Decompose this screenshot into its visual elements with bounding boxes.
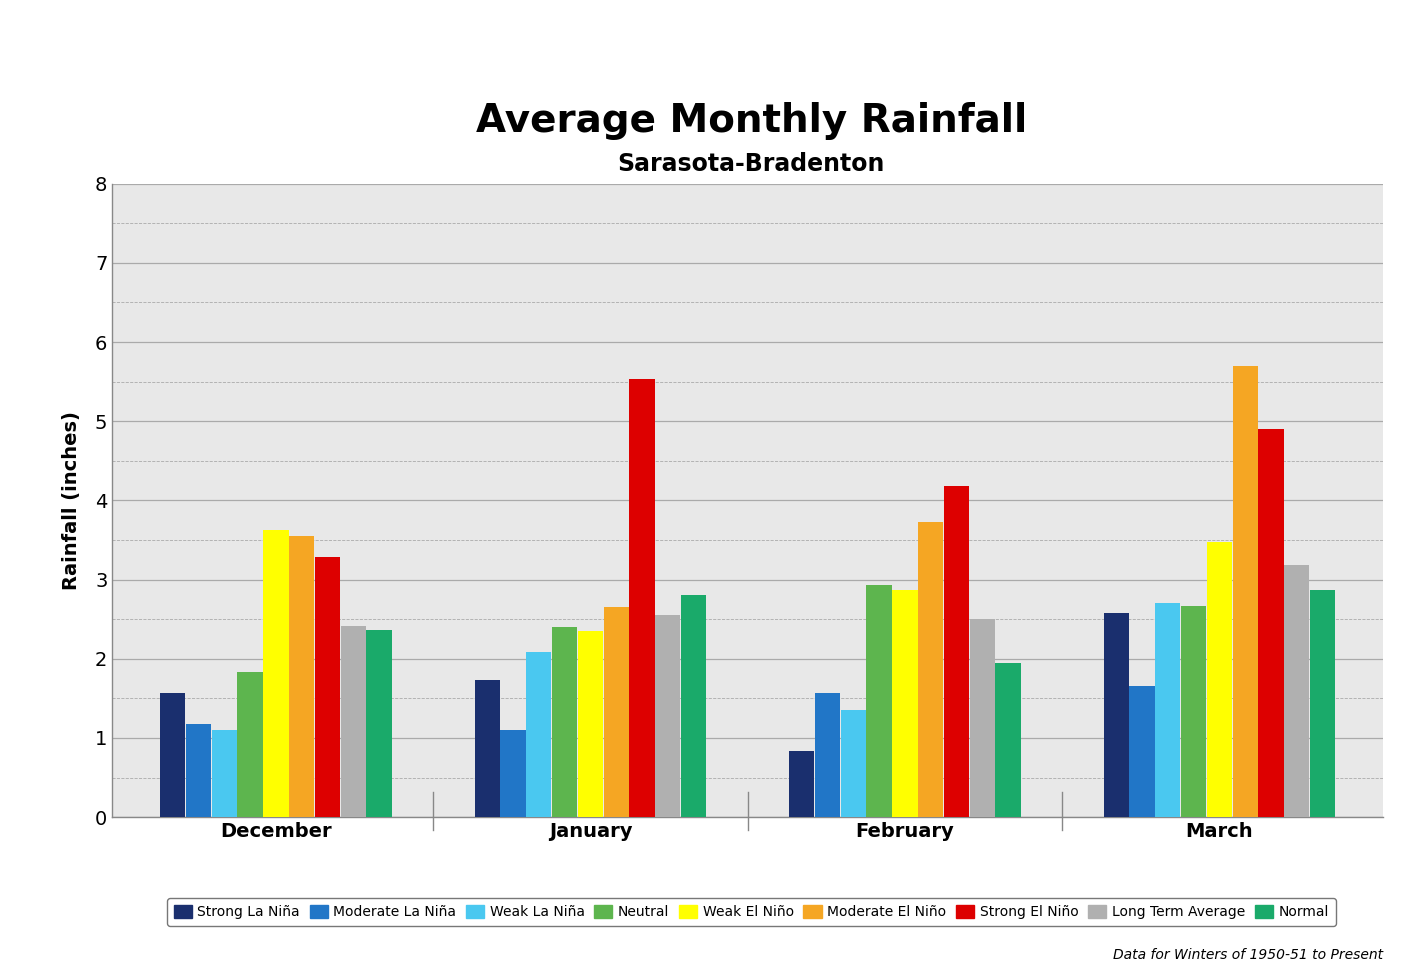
Bar — [500, 730, 525, 817]
Bar — [970, 619, 995, 817]
Bar — [160, 692, 185, 817]
Bar — [681, 596, 706, 817]
Bar — [841, 710, 866, 817]
Bar — [1181, 605, 1206, 817]
Bar — [1285, 566, 1310, 817]
Bar — [1258, 429, 1283, 817]
Bar — [366, 630, 392, 817]
Bar — [1104, 613, 1129, 817]
Bar — [789, 751, 814, 817]
Bar — [185, 724, 211, 817]
Bar — [629, 379, 654, 817]
Bar — [893, 590, 918, 817]
Legend: Strong La Niña, Moderate La Niña, Weak La Niña, Neutral, Weak El Niño, Moderate : Strong La Niña, Moderate La Niña, Weak L… — [167, 898, 1335, 926]
Bar — [943, 486, 969, 817]
Bar — [1207, 542, 1233, 817]
Bar — [1310, 590, 1335, 817]
Y-axis label: Rainfall (inches): Rainfall (inches) — [62, 411, 81, 590]
Bar — [814, 692, 840, 817]
Bar — [212, 730, 237, 817]
Bar — [237, 672, 263, 817]
Bar — [475, 680, 500, 817]
Bar — [526, 653, 552, 817]
Bar — [341, 626, 366, 817]
Bar — [289, 536, 314, 817]
Bar — [656, 615, 681, 817]
Bar — [1129, 687, 1154, 817]
Bar — [1233, 366, 1258, 817]
Text: Sarasota-Bradenton: Sarasota-Bradenton — [618, 153, 885, 176]
Bar — [314, 557, 340, 817]
Bar — [577, 631, 602, 817]
Text: Data for Winters of 1950-51 to Present: Data for Winters of 1950-51 to Present — [1113, 949, 1383, 962]
Bar — [552, 627, 577, 817]
Bar — [263, 530, 288, 817]
Bar — [604, 607, 629, 817]
Bar — [995, 662, 1021, 817]
Bar — [866, 585, 892, 817]
Bar — [918, 522, 943, 817]
Text: Average Monthly Rainfall: Average Monthly Rainfall — [476, 102, 1026, 140]
Bar — [1155, 603, 1181, 817]
